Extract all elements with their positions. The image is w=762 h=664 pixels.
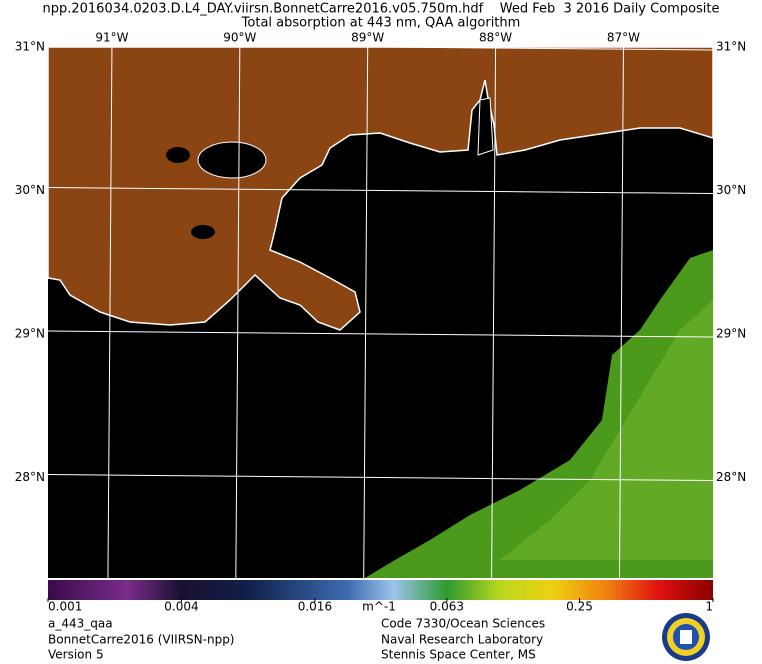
mobile-bay — [477, 97, 494, 156]
colorbar-tick-label: 0.063 — [430, 600, 464, 614]
land — [48, 47, 713, 331]
lon-line — [618, 47, 624, 578]
footer-right: Code 7330/Ocean Sciences — [381, 617, 545, 631]
lat-line — [325, 47, 713, 51]
footer-left: Version 5 — [48, 648, 104, 662]
lake-maurepas — [166, 147, 190, 163]
lat-line — [48, 474, 713, 482]
lat-label: 31°N — [15, 40, 45, 54]
lake-pontchartrain — [197, 141, 267, 179]
lake — [191, 225, 215, 239]
colorbar-tick-label: 0.016 — [298, 600, 332, 614]
logo — [662, 613, 710, 661]
lon-label: 89°W — [351, 31, 384, 45]
lat-label: 28°N — [15, 470, 45, 484]
lat-label: 29°N — [15, 327, 45, 341]
colorbar — [48, 580, 713, 600]
map-area — [48, 47, 713, 578]
lon-label: 90°W — [223, 31, 256, 45]
lat-line — [48, 330, 713, 338]
footer-right: Naval Research Laboratory — [381, 633, 543, 647]
lat-label: 29°N — [716, 327, 746, 341]
footer-left: a_443_qaa — [48, 617, 113, 631]
lat-line — [48, 187, 713, 195]
lat-label: 31°N — [716, 40, 746, 54]
lon-line — [363, 47, 369, 578]
lat-label: 30°N — [716, 183, 746, 197]
subtitle: Total absorption at 443 nm, QAA algorith… — [241, 16, 521, 31]
lon-line — [107, 47, 113, 578]
colorbar-tick-label: 0.25 — [566, 600, 593, 614]
footer-right: Stennis Space Center, MS — [381, 648, 536, 662]
lon-line — [235, 47, 241, 578]
lon-label: 87°W — [607, 31, 640, 45]
colorbar-tick-label: 0.001 — [48, 600, 82, 614]
colorbar-tick-label: 1 — [705, 600, 713, 614]
colorbar-unit: m^-1 — [362, 600, 396, 614]
lon-line — [491, 47, 497, 578]
colorbar-tick-label: 0.004 — [164, 600, 198, 614]
title: npp.2016034.0203.D.L4_DAY.viirsn.BonnetC… — [42, 2, 719, 17]
graticule — [48, 47, 713, 578]
water-feature — [500, 300, 713, 560]
footer-left: BonnetCarre2016 (VIIRSN-npp) — [48, 633, 235, 647]
lat-label: 28°N — [716, 470, 746, 484]
lat-label: 30°N — [15, 183, 45, 197]
lon-label: 88°W — [479, 31, 512, 45]
lon-label: 91°W — [95, 31, 128, 45]
